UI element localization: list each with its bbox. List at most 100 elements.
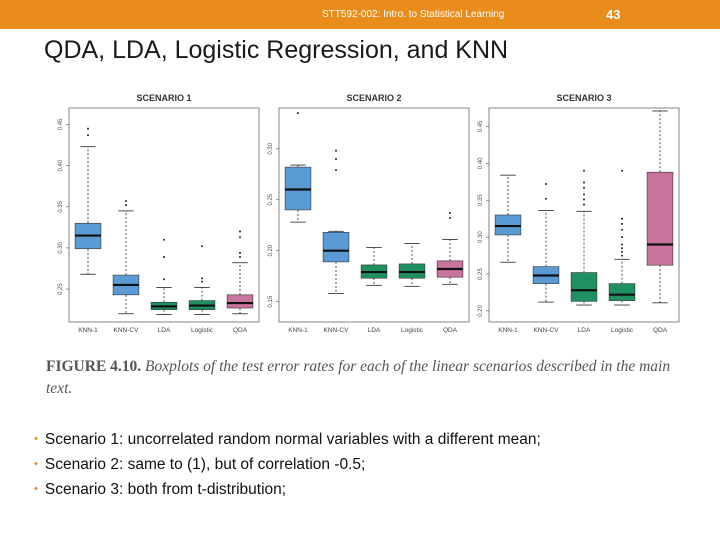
- outlier-point: [583, 203, 585, 206]
- outlier-point: [125, 204, 127, 207]
- outlier-point: [621, 222, 623, 225]
- panel-title: SCENARIO 1: [136, 93, 191, 103]
- page-number: 43: [606, 7, 621, 22]
- outlier-point: [239, 230, 241, 233]
- bullet-item: • Scenario 1: uncorrelated random normal …: [34, 428, 541, 453]
- y-tick-label: 0.35: [58, 200, 64, 212]
- x-tick-label: Logistic: [611, 327, 634, 334]
- outlier-point: [621, 169, 623, 172]
- panel-title: SCENARIO 2: [346, 93, 401, 103]
- bullet-item: • Scenario 3: both from t-distribution;: [34, 478, 541, 503]
- outlier-point: [201, 245, 203, 248]
- box-logistic: [608, 169, 636, 306]
- y-tick-label: 0.45: [58, 118, 64, 130]
- x-tick-label: QDA: [653, 327, 668, 334]
- outlier-point: [621, 236, 623, 239]
- box-body: [322, 232, 350, 263]
- outlier-point: [239, 251, 241, 254]
- outlier-point: [583, 193, 585, 196]
- y-tick-label: 0.30: [268, 142, 274, 154]
- outlier-point: [335, 157, 337, 160]
- figure-caption: FIGURE 4.10. Boxplots of the test error …: [46, 356, 696, 400]
- box-knn-1: [74, 127, 102, 275]
- bullet-icon: •: [34, 458, 38, 470]
- bullet-text: Scenario 1: uncorrelated random normal v…: [44, 431, 541, 448]
- outlier-point: [239, 255, 241, 258]
- outlier-point: [239, 236, 241, 239]
- outlier-point: [621, 250, 623, 253]
- panel-frame: [278, 107, 470, 323]
- outlier-point: [335, 149, 337, 152]
- panel-frame: [488, 107, 680, 323]
- bullet-text: Scenario 2: same to (1), but of correlat…: [44, 456, 366, 473]
- boxplot-figure-svg: SCENARIO 1 0.25 0.30 0.35 0.40 0.45 KNN-1 KNN-C…: [58, 93, 680, 334]
- x-tick-label: KNN-1: [288, 327, 308, 334]
- box-body: [570, 272, 598, 302]
- x-tick-label: KNN-1: [78, 327, 98, 334]
- boxplot-figure: SCENARIO 1 0.25 0.30 0.35 0.40 0.45 KNN-1 KNN-C…: [44, 86, 684, 336]
- box-qda: [436, 211, 464, 285]
- outlier-point: [621, 243, 623, 246]
- bullet-icon: •: [34, 433, 38, 445]
- outlier-point: [621, 228, 623, 231]
- box-logistic: [188, 245, 216, 315]
- x-tick-label: LDA: [578, 327, 591, 334]
- x-tick-label: LDA: [158, 327, 171, 334]
- slide-title: QDA, LDA, Logistic Regression, and KNN: [44, 36, 509, 64]
- x-tick-label: KNN-CV: [114, 327, 140, 334]
- outlier-point: [621, 217, 623, 220]
- bullet-list: • Scenario 1: uncorrelated random normal …: [34, 428, 541, 503]
- x-tick-label: Logistic: [401, 327, 424, 334]
- boxplot-panel: SCENARIO 1 0.25 0.30 0.35 0.40 0.45 KNN-1 KNN-C…: [58, 93, 260, 334]
- y-tick-label: 0.25: [268, 193, 274, 205]
- boxplot-panel: SCENARIO 3 0.20 0.25 0.30 0.35 0.40 0.45 KNN-1 K…: [478, 93, 680, 334]
- box-knn-cv: [322, 149, 350, 294]
- header-bar: STT592-002: Intro. to Statistical Learni…: [0, 0, 720, 29]
- x-tick-label: QDA: [443, 327, 458, 334]
- box-knn-cv: [532, 183, 560, 303]
- box-knn-1: [494, 174, 522, 263]
- panel-title: SCENARIO 3: [556, 93, 611, 103]
- x-tick-label: KNN-CV: [324, 327, 350, 334]
- outlier-point: [201, 280, 203, 283]
- box-body: [494, 214, 522, 236]
- boxplot-panel: SCENARIO 2 0.15 0.20 0.25 0.30 KNN-1 KNN-CV LDA…: [268, 93, 470, 334]
- outlier-point: [621, 254, 623, 257]
- outlier-point: [621, 247, 623, 250]
- outlier-point: [583, 198, 585, 201]
- box-logistic: [398, 243, 426, 287]
- y-tick-label: 0.30: [478, 231, 484, 243]
- y-tick-label: 0.35: [478, 194, 484, 206]
- outlier-point: [545, 183, 547, 186]
- outlier-point: [583, 186, 585, 189]
- y-tick-label: 0.45: [478, 120, 484, 132]
- outlier-point: [335, 169, 337, 172]
- box-knn-1: [284, 112, 312, 223]
- box-qda: [226, 230, 254, 315]
- bullet-icon: •: [34, 483, 38, 495]
- outlier-point: [201, 277, 203, 280]
- box-body: [646, 171, 674, 266]
- x-tick-label: KNN-CV: [534, 327, 560, 334]
- y-tick-label: 0.40: [478, 157, 484, 169]
- caption-text: Boxplots of the test error rates for eac…: [46, 358, 671, 397]
- outlier-point: [449, 211, 451, 214]
- outlier-point: [87, 134, 89, 137]
- y-tick-label: 0.15: [268, 295, 274, 307]
- outlier-point: [163, 238, 165, 241]
- y-tick-label: 0.20: [478, 304, 484, 316]
- outlier-point: [163, 278, 165, 281]
- x-tick-label: Logistic: [191, 327, 214, 334]
- x-tick-label: QDA: [233, 327, 248, 334]
- box-knn-cv: [112, 200, 140, 315]
- outlier-point: [449, 217, 451, 220]
- outlier-point: [583, 181, 585, 184]
- outlier-point: [545, 197, 547, 200]
- x-tick-label: LDA: [368, 327, 381, 334]
- box-body: [608, 283, 636, 301]
- box-body: [226, 294, 254, 309]
- y-tick-label: 0.20: [268, 244, 274, 256]
- y-tick-label: 0.40: [58, 159, 64, 171]
- x-tick-label: KNN-1: [498, 327, 518, 334]
- box-lda: [360, 247, 388, 286]
